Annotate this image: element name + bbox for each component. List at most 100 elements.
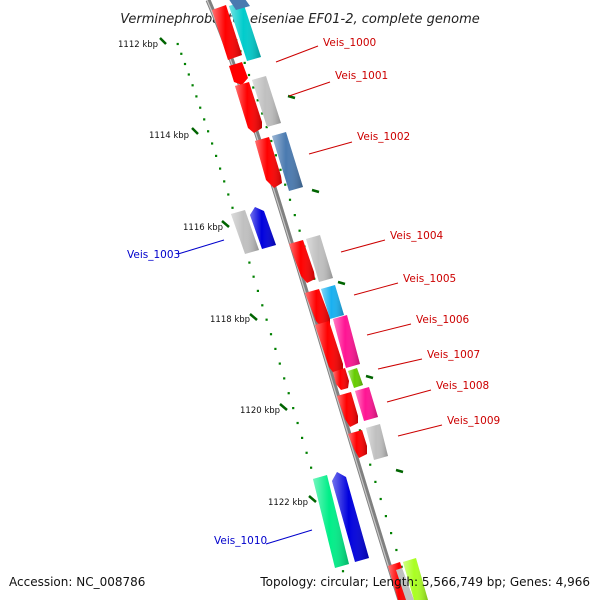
- ring-dot: [191, 84, 194, 87]
- ring-dot: [278, 362, 281, 365]
- gene-veis-1002[interactable]: [255, 132, 303, 191]
- ring-dot: [256, 289, 259, 292]
- ring-dot: [358, 429, 361, 432]
- ring-dot: [265, 318, 268, 321]
- gene-label-veis-1010[interactable]: Veis_1010: [214, 535, 267, 547]
- ring-dot: [243, 61, 246, 64]
- ring-dot: [279, 168, 282, 171]
- ring-dot: [180, 52, 183, 55]
- accession-text: Accession: NC_008786: [9, 575, 145, 589]
- gene-label-veis-1004[interactable]: Veis_1004: [390, 230, 444, 242]
- ring-dot: [183, 62, 187, 66]
- ring-dot: [256, 99, 259, 102]
- ring-dot: [274, 154, 277, 157]
- gene-veis-1010[interactable]: [313, 472, 369, 568]
- gene-labels: Veis_1000 Veis_1001 Veis_1002 Veis_1003 …: [127, 37, 500, 547]
- ring-dot: [261, 112, 264, 115]
- gene-partial-bottom[interactable]: [388, 558, 428, 600]
- kbp-tick: [191, 127, 199, 135]
- ring-dot: [219, 167, 222, 170]
- ring-dot: [211, 142, 214, 145]
- gene-veis-1000[interactable]: [212, 0, 261, 61]
- kbp-label: 1118 kbp: [210, 315, 250, 325]
- kbp-tick: [159, 37, 167, 45]
- ring-dot: [252, 86, 255, 89]
- gene-label-veis-1003[interactable]: Veis_1003: [127, 249, 180, 261]
- ring-dot: [199, 106, 202, 109]
- callout-line: [177, 239, 225, 255]
- ring-dot: [187, 73, 190, 76]
- gene-veis-1001[interactable]: [235, 76, 281, 133]
- ring-dot: [223, 180, 226, 183]
- ring-dot: [395, 548, 398, 552]
- ring-dot: [305, 451, 308, 454]
- ring-dot: [301, 436, 304, 439]
- callout-line: [288, 81, 331, 97]
- kbp-label: 1120 kbp: [240, 406, 280, 416]
- gene-veis-1007[interactable]: [333, 368, 363, 390]
- callout-line: [366, 323, 412, 336]
- gene-label-veis-1001[interactable]: Veis_1001: [335, 70, 388, 82]
- callout-line: [275, 45, 319, 63]
- gene-label-veis-1000[interactable]: Veis_1000: [323, 37, 376, 49]
- ring-dot: [292, 407, 295, 410]
- ring-dot: [248, 261, 251, 264]
- gene-arrow-small[interactable]: [229, 62, 248, 85]
- ring-dot: [247, 73, 251, 77]
- ring-dot: [231, 206, 234, 209]
- ring-dot: [288, 198, 292, 201]
- genome-summary-text: Topology: circular; Length: 5,566,749 bp…: [259, 575, 590, 589]
- gene-label-veis-1005[interactable]: Veis_1005: [403, 273, 456, 285]
- ring-dot: [400, 565, 403, 568]
- ring-dot: [195, 95, 198, 98]
- outer-ring-ticks: [287, 94, 404, 474]
- kbp-tick: [308, 495, 317, 503]
- callout-line: [397, 424, 443, 437]
- ring-dot: [310, 466, 313, 469]
- callout-line: [265, 529, 313, 545]
- ring-dot: [384, 515, 387, 518]
- ring-dot: [215, 154, 218, 157]
- gene-label-veis-1009[interactable]: Veis_1009: [447, 415, 500, 427]
- gene-label-veis-1008[interactable]: Veis_1008: [436, 380, 489, 392]
- map-title: Verminephrobacter eiseniae EF01-2, compl…: [120, 12, 479, 27]
- ring-dot: [274, 347, 277, 350]
- ring-dot: [298, 229, 301, 232]
- gene-veis-1004[interactable]: [289, 235, 333, 283]
- ring-dot: [296, 421, 299, 425]
- gene-veis-1003[interactable]: [231, 207, 276, 254]
- ring-dot: [270, 139, 273, 143]
- gene-veis-1008[interactable]: [337, 387, 378, 427]
- ring-dot: [283, 377, 286, 380]
- ring-dot: [261, 304, 264, 307]
- ring-dot: [293, 214, 296, 217]
- gene-veis-1005[interactable]: [305, 285, 344, 328]
- callout-line: [353, 282, 399, 296]
- ring-dot: [176, 42, 179, 46]
- ring-dot: [203, 118, 206, 121]
- kbp-tick: [221, 220, 230, 228]
- ring-dot: [369, 463, 372, 466]
- kbp-label: 1114 kbp: [149, 131, 189, 141]
- callout-line: [377, 358, 423, 370]
- ring-dot: [227, 193, 230, 196]
- kbp-tick: [249, 313, 258, 321]
- kbp-label: 1116 kbp: [183, 223, 223, 233]
- callout-line: [340, 239, 386, 253]
- gene-label-veis-1002[interactable]: Veis_1002: [357, 131, 410, 143]
- kbp-axis: 1112 kbp 1114 kbp 1116 kbp 1118 kbp 1120…: [118, 37, 317, 508]
- callout-lines: [177, 45, 443, 545]
- ring-dot: [341, 570, 345, 573]
- ring-dot: [207, 130, 210, 133]
- ring-dot: [374, 480, 377, 483]
- ring-dot: [284, 183, 287, 186]
- gene-label-veis-1006[interactable]: Veis_1006: [416, 314, 470, 326]
- ring-dot: [265, 126, 268, 129]
- gene-veis-1009[interactable]: [348, 424, 388, 460]
- gene-veis-1006[interactable]: [315, 315, 360, 375]
- forward-genes: [212, 0, 428, 600]
- ring-dot: [287, 392, 290, 395]
- gene-label-veis-1007[interactable]: Veis_1007: [427, 349, 480, 361]
- kbp-label: 1112 kbp: [118, 40, 158, 50]
